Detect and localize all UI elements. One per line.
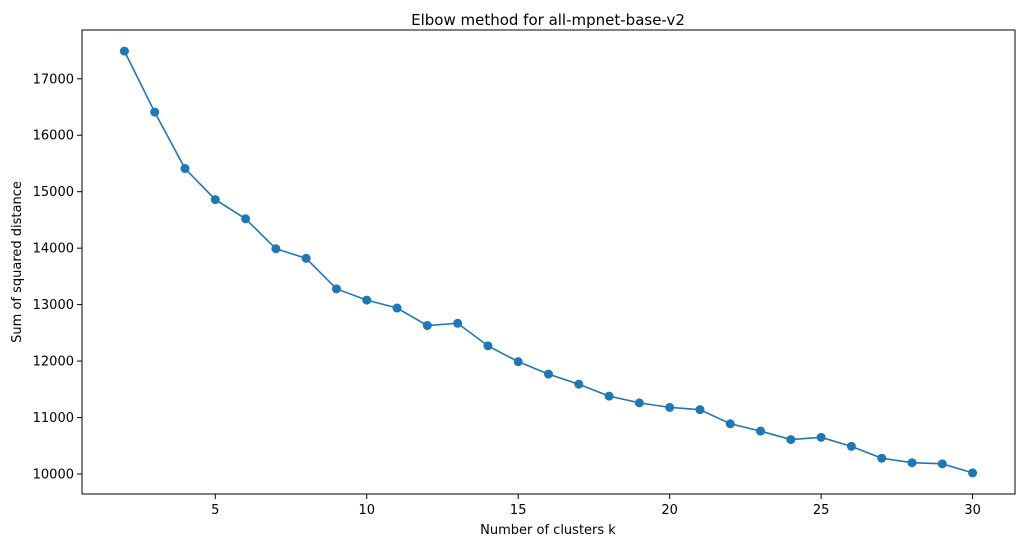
data-point (180, 164, 190, 174)
data-point (968, 468, 978, 478)
x-tick-label: 5 (211, 503, 219, 518)
data-point (392, 303, 402, 313)
y-tick-label: 16000 (33, 129, 74, 144)
x-tick-label: 20 (661, 503, 678, 518)
x-tick-label: 25 (813, 503, 830, 518)
data-point (301, 253, 311, 263)
data-point (271, 244, 281, 254)
y-tick-label: 11000 (33, 411, 74, 426)
x-axis-label: Number of clusters k (480, 523, 616, 538)
plot-area (81, 29, 1016, 495)
data-point (574, 379, 584, 389)
data-point (331, 284, 341, 294)
data-point (119, 46, 129, 56)
x-tick-label: 30 (964, 503, 981, 518)
y-tick-label: 14000 (33, 242, 74, 257)
chart-title: Elbow method for all-mpnet-base-v2 (411, 11, 685, 29)
data-point (695, 405, 705, 415)
y-tick-label: 12000 (33, 355, 74, 370)
data-point (210, 195, 220, 205)
data-point (150, 107, 160, 117)
data-point (846, 441, 856, 451)
y-axis-ticks: 10000 11000 12000 13000 14000 15000 16000 17000 (33, 72, 82, 483)
y-tick-label: 17000 (33, 72, 74, 87)
data-point (453, 318, 463, 328)
data-point (907, 458, 917, 468)
y-tick-label: 13000 (33, 298, 74, 313)
data-point (544, 369, 553, 379)
data-point (513, 357, 523, 367)
data-point (786, 435, 796, 445)
data-point (604, 391, 614, 401)
data-point (725, 419, 735, 429)
data-point (422, 321, 432, 331)
data-point (937, 459, 947, 469)
data-point (756, 426, 766, 436)
data-point (362, 295, 372, 305)
x-tick-label: 10 (358, 503, 375, 518)
y-axis-label: Sum of squared distance (10, 181, 25, 343)
x-tick-label: 15 (510, 503, 527, 518)
data-point (241, 214, 251, 224)
data-point (877, 453, 887, 463)
data-point (665, 402, 675, 412)
x-axis-ticks: 5 10 15 20 25 30 (211, 494, 981, 518)
data-points (119, 46, 978, 478)
data-point (634, 398, 644, 408)
data-point (483, 341, 493, 351)
y-tick-label: 10000 (33, 468, 74, 483)
y-tick-label: 15000 (33, 185, 74, 200)
data-point (816, 432, 826, 442)
